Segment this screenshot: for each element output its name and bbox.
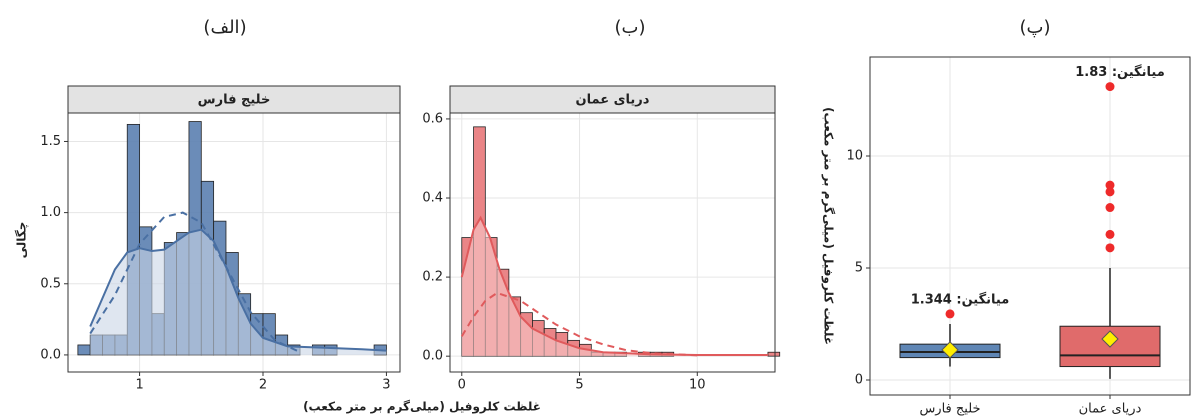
x-tick-label: 2 xyxy=(259,378,267,393)
outlier xyxy=(1105,229,1115,239)
density-area xyxy=(461,217,768,357)
x-axis-title: غلظت کلروفیل (میلی‌گرم بر متر مکعب) xyxy=(303,400,541,415)
panel-title: (پ) xyxy=(1019,17,1050,38)
y-axis-title: چگالی xyxy=(15,222,29,259)
mean-label: میانگین: 1.83 xyxy=(1075,64,1165,80)
mean-label: میانگین: 1.344 xyxy=(911,291,1010,307)
y-tick-label: 0.0 xyxy=(40,347,61,362)
y-tick-label: 0.2 xyxy=(422,270,443,285)
y-tick-label: 0.5 xyxy=(40,276,61,291)
density-area xyxy=(90,229,387,355)
panel-title: (ب) xyxy=(614,17,645,38)
outlier xyxy=(945,309,955,319)
y-axis-title: غلظت کلروفیل (میلی‌گرم بر متر مکعب) xyxy=(821,107,836,345)
outlier xyxy=(1105,187,1115,197)
y-tick-label: 1.5 xyxy=(40,134,61,149)
outlier xyxy=(1105,203,1115,213)
x-tick-label: خلیج فارس xyxy=(919,402,980,417)
density-curve xyxy=(460,291,698,357)
y-tick-label: 10 xyxy=(846,149,863,164)
y-tick-label: 0 xyxy=(855,372,863,387)
x-tick-label: 10 xyxy=(689,378,706,393)
y-tick-label: 0.6 xyxy=(422,111,443,126)
bar xyxy=(77,344,91,356)
strip-label: خلیج فارس xyxy=(198,93,271,108)
outlier xyxy=(1105,82,1115,92)
panel-title: (الف) xyxy=(203,17,246,38)
bar xyxy=(767,351,781,357)
mean-marker xyxy=(1101,330,1119,348)
x-tick-label: 0 xyxy=(458,378,466,393)
density-curve xyxy=(89,211,301,353)
strip-label: دریای عمان xyxy=(576,93,650,108)
y-tick-label: 0.0 xyxy=(422,349,443,364)
panel-border xyxy=(67,112,401,373)
mean-marker xyxy=(941,341,959,359)
x-tick-label: 3 xyxy=(382,378,390,393)
panel-border xyxy=(449,112,776,373)
outlier xyxy=(1105,180,1115,190)
y-tick-label: 1.0 xyxy=(40,205,61,220)
x-tick-label: 1 xyxy=(135,378,143,393)
density-curve xyxy=(460,215,768,356)
x-tick-label: 5 xyxy=(575,378,583,393)
strip xyxy=(449,85,776,114)
y-tick-label: 0.4 xyxy=(422,191,443,206)
x-tick-label: دریای عمان xyxy=(1079,402,1142,417)
strip xyxy=(67,85,401,114)
outlier xyxy=(1105,243,1115,253)
panel-border xyxy=(869,56,1191,396)
y-tick-label: 5 xyxy=(855,260,863,275)
